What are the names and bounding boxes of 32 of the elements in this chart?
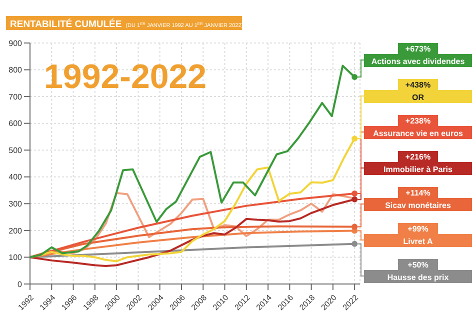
point bbox=[352, 190, 358, 196]
text: +216% bbox=[405, 152, 431, 162]
y-tick-label: 100 bbox=[8, 253, 23, 262]
chart-title: RENTABILITÉ CUMULÉE bbox=[10, 18, 122, 30]
y-tick-label: 300 bbox=[8, 200, 23, 209]
legend-label: Assurance vie en euros bbox=[373, 129, 464, 138]
y-tick-label: 700 bbox=[8, 92, 23, 102]
text: +114% bbox=[406, 188, 430, 198]
point bbox=[352, 136, 358, 142]
y-tick-label: 600 bbox=[8, 119, 23, 128]
text: +99% bbox=[408, 224, 428, 234]
legend-label: Livret A bbox=[403, 237, 433, 246]
y-tick-label: 500 bbox=[8, 146, 23, 155]
text: +438% bbox=[405, 80, 431, 90]
text: +50% bbox=[408, 260, 428, 270]
point bbox=[352, 224, 358, 230]
y-tick-label: 0 bbox=[18, 280, 23, 289]
legend-label: Actions avec dividendes bbox=[371, 57, 466, 66]
point bbox=[352, 240, 358, 247]
text: +673% bbox=[405, 44, 431, 54]
annotation: 1992-2022 bbox=[44, 58, 207, 97]
legend-label: Hausse des prix bbox=[387, 273, 450, 282]
legend-label: OR bbox=[412, 93, 424, 102]
text: +238% bbox=[405, 116, 431, 126]
point bbox=[352, 74, 358, 80]
legend-label: Sicav monétaires bbox=[385, 201, 452, 210]
y-tick-label: 900 bbox=[8, 38, 23, 48]
legend-label: Immobilier à Paris bbox=[384, 165, 454, 174]
y-tick-label: 800 bbox=[8, 66, 23, 75]
point bbox=[352, 196, 358, 202]
y-tick-label: 400 bbox=[8, 172, 23, 182]
y-tick-label: 200 bbox=[8, 226, 23, 236]
